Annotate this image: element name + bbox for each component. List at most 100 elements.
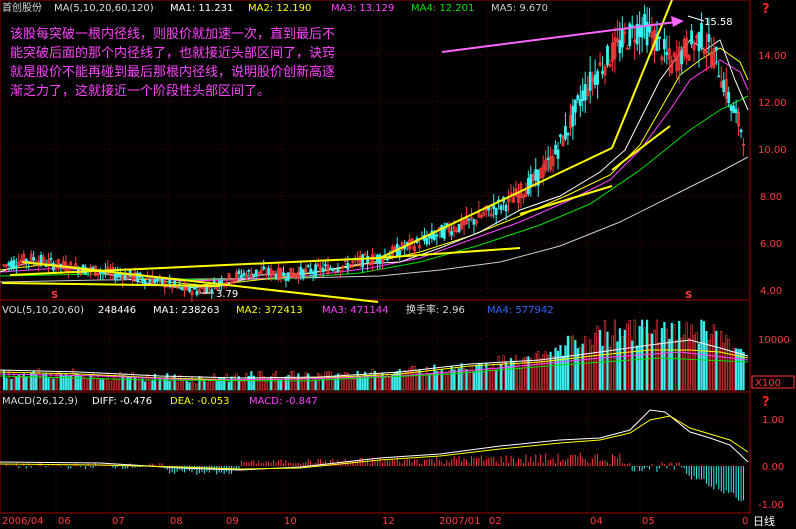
ma2-value: MA2: 12.190 xyxy=(248,3,311,14)
candle-body xyxy=(700,22,703,48)
candle-body xyxy=(5,264,8,267)
volume-bar xyxy=(519,367,523,391)
volume-bar xyxy=(665,328,668,391)
volume-bar xyxy=(504,361,508,391)
candle-body xyxy=(190,291,194,296)
candle-body xyxy=(143,279,147,285)
volume-bar xyxy=(717,349,720,391)
volume-bar xyxy=(670,322,673,391)
candle-body xyxy=(658,36,661,40)
volume-bar xyxy=(381,372,384,391)
candle-body xyxy=(717,75,721,78)
candle-body xyxy=(586,88,590,97)
candle-body xyxy=(722,80,726,93)
candle-body xyxy=(193,286,196,290)
volume-bar xyxy=(455,367,458,391)
volume-bar xyxy=(435,371,438,391)
candle-body xyxy=(672,52,676,57)
candle-body xyxy=(601,70,604,75)
candle-body xyxy=(675,55,679,72)
candle-body xyxy=(702,48,706,54)
x-label-08: 08 xyxy=(170,516,183,527)
volume-bar xyxy=(725,335,728,391)
candle-body xyxy=(479,215,483,218)
question-mark-icon-top[interactable]: ? xyxy=(762,2,770,17)
volume-bar xyxy=(690,324,693,391)
candle-body xyxy=(57,258,60,269)
x-label-2007-01: 2007/01 xyxy=(439,516,481,527)
volume-bar xyxy=(457,368,461,391)
trend-line-6 xyxy=(519,185,613,215)
candle-body xyxy=(341,265,345,269)
candle-body xyxy=(739,129,743,133)
candle-body xyxy=(153,279,157,284)
x-label-09: 09 xyxy=(226,516,239,527)
marker-s-left: S xyxy=(51,290,58,301)
candle-body xyxy=(316,263,320,267)
candle-body xyxy=(381,258,384,262)
volume-panel: VOL(5,10,20,60) 248446 MA1: 238263 MA2: … xyxy=(0,303,795,391)
volume-bar xyxy=(7,369,11,391)
volume-bar xyxy=(655,319,659,391)
volume-bar xyxy=(482,371,485,391)
candle-body xyxy=(564,125,567,140)
volume-bar xyxy=(148,381,152,391)
candle-body xyxy=(566,132,570,136)
candle-body xyxy=(262,266,266,270)
volume-bar xyxy=(331,376,335,391)
candle-body xyxy=(544,159,548,171)
volume-bar xyxy=(702,321,706,391)
volume-bar xyxy=(190,377,194,391)
volume-bar xyxy=(512,360,515,391)
volume-bar xyxy=(589,339,592,391)
candle-body xyxy=(732,105,736,114)
volume-bar xyxy=(101,379,105,391)
question-mark-icon-macd[interactable]: ? xyxy=(762,395,770,410)
volume-bar xyxy=(497,355,500,391)
arrow-shaft xyxy=(441,21,677,53)
volume-bar xyxy=(423,373,426,391)
candle-body xyxy=(440,225,444,238)
volume-bar xyxy=(302,378,305,391)
volume-bar xyxy=(393,372,396,391)
volume-bar xyxy=(156,382,159,391)
x-label-end: 0 xyxy=(742,516,748,527)
candle-body xyxy=(695,35,698,39)
candle-body xyxy=(593,74,597,85)
candle-body xyxy=(413,246,416,252)
volume-bar xyxy=(564,345,567,391)
candle-body xyxy=(319,266,322,272)
volume-bar xyxy=(121,375,124,391)
x-label-12: 12 xyxy=(382,516,395,527)
volume-bar xyxy=(247,375,250,391)
volume-bar xyxy=(178,374,181,391)
volume-bar xyxy=(193,382,196,391)
candle-body xyxy=(623,31,627,35)
period-label[interactable]: 日线 xyxy=(753,514,775,528)
candle-body xyxy=(737,111,740,127)
candle-body xyxy=(561,135,565,147)
volume-bar xyxy=(472,371,476,391)
trend-line-7 xyxy=(611,125,671,171)
volume-bar xyxy=(532,363,535,391)
candle-body xyxy=(536,169,540,186)
volume-bar xyxy=(566,335,570,391)
candle-body xyxy=(667,48,671,60)
candle-body xyxy=(2,264,6,267)
candle-body xyxy=(22,253,26,265)
candle-body xyxy=(148,279,152,283)
macd-panel: MACD(26,12,9) DIFF: -0.476 DEA: -0.053 M… xyxy=(0,395,784,511)
volume-bar xyxy=(72,368,75,391)
vol-ma4-value: MA4: 577942 xyxy=(487,305,554,316)
volume-bar xyxy=(675,340,678,391)
volume-bar xyxy=(39,375,43,391)
candle-body xyxy=(371,254,374,265)
volume-bar xyxy=(297,373,300,391)
volume-bar xyxy=(537,351,540,391)
candle-body xyxy=(19,259,23,263)
candle-body xyxy=(259,269,263,274)
volume-bar xyxy=(613,319,617,391)
volume-bar xyxy=(99,379,102,391)
candle-body xyxy=(529,174,533,187)
